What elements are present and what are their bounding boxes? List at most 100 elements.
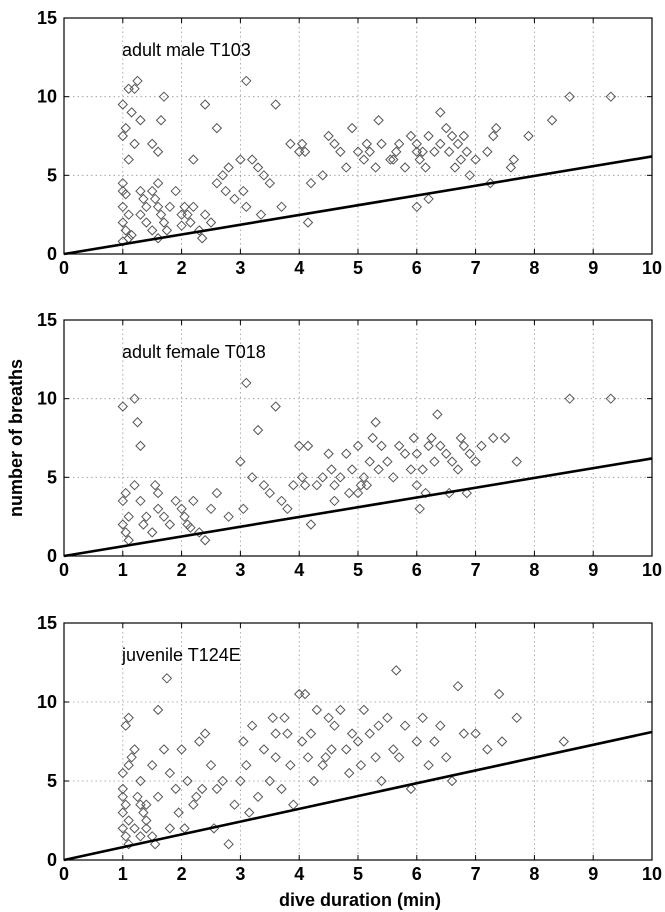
- data-point: [358, 154, 370, 165]
- data-point: [470, 154, 481, 165]
- data-point: [405, 464, 417, 475]
- data-point: [317, 170, 328, 181]
- data-point: [182, 775, 193, 787]
- data-point: [335, 704, 346, 716]
- data-point: [335, 472, 346, 483]
- data-point: [117, 495, 129, 507]
- data-point: [399, 162, 411, 173]
- data-point: [117, 177, 129, 189]
- data-point: [458, 130, 470, 142]
- data-point: [126, 752, 137, 763]
- data-point: [411, 448, 423, 459]
- data-point: [423, 130, 434, 142]
- data-point: [252, 162, 264, 173]
- data-point: [194, 736, 205, 747]
- data-point: [335, 146, 346, 157]
- data-point: [452, 138, 464, 150]
- data-point: [458, 440, 470, 452]
- data-point: [411, 201, 423, 213]
- data-point: [326, 744, 337, 755]
- data-point: [370, 752, 381, 763]
- data-point: [129, 393, 140, 404]
- data-point: [164, 767, 176, 779]
- x-tick-label: 4: [294, 258, 304, 278]
- reference-line: [63, 457, 653, 558]
- data-point: [135, 831, 146, 842]
- y-tick-label: 10: [37, 87, 57, 107]
- data-point: [152, 146, 164, 157]
- data-point: [129, 83, 140, 95]
- data-point: [276, 201, 287, 213]
- data-point: [267, 712, 278, 724]
- data-point: [411, 138, 423, 150]
- data-point: [123, 154, 134, 165]
- data-point: [476, 440, 487, 452]
- y-tick-label: 0: [47, 546, 57, 566]
- data-point: [311, 704, 323, 716]
- data-point: [117, 130, 129, 142]
- data-point: [352, 487, 364, 499]
- data-point: [558, 736, 570, 747]
- data-point: [238, 736, 249, 747]
- data-point: [446, 130, 458, 142]
- data-point: [223, 838, 234, 850]
- data-point: [285, 759, 296, 771]
- data-point: [120, 799, 131, 810]
- x-tick-label: 5: [353, 864, 363, 884]
- data-point: [440, 122, 452, 134]
- data-point: [490, 122, 502, 134]
- data-point: [282, 503, 293, 515]
- data-point: [393, 138, 405, 150]
- y-tick-label: 5: [47, 771, 57, 791]
- data-point: [414, 503, 425, 515]
- data-point: [373, 720, 384, 731]
- data-point: [141, 217, 152, 228]
- data-point: [120, 122, 131, 134]
- panel-title: adult male T103: [122, 40, 251, 60]
- data-point: [323, 448, 334, 459]
- data-point: [252, 424, 264, 436]
- data-point: [329, 720, 340, 731]
- x-tick-label: 0: [59, 864, 69, 884]
- data-point: [346, 122, 358, 134]
- data-point: [423, 759, 434, 771]
- x-tick-label: 9: [588, 258, 598, 278]
- data-point: [152, 201, 164, 213]
- data-point: [305, 177, 317, 189]
- data-point: [361, 479, 373, 491]
- y-tick-label: 5: [47, 467, 57, 487]
- data-point: [323, 712, 334, 724]
- data-point: [152, 791, 164, 803]
- data-point: [138, 519, 149, 530]
- data-point: [188, 495, 199, 507]
- data-point: [420, 162, 431, 173]
- data-point: [117, 401, 129, 412]
- data-point: [141, 815, 152, 826]
- data-point: [388, 472, 399, 483]
- x-tick-label: 4: [294, 560, 304, 580]
- y-tick-label: 0: [47, 850, 57, 870]
- data-point: [411, 146, 423, 157]
- y-tick-label: 15: [37, 8, 57, 28]
- data-point: [117, 823, 129, 834]
- data-point: [229, 193, 240, 205]
- data-point: [117, 99, 129, 110]
- data-point: [364, 728, 375, 739]
- data-point: [276, 783, 287, 795]
- data-point: [388, 154, 399, 165]
- data-point: [141, 799, 152, 810]
- data-point: [270, 401, 281, 412]
- data-point: [258, 479, 270, 491]
- data-point: [285, 138, 296, 150]
- data-point: [346, 728, 358, 739]
- data-point: [117, 201, 129, 213]
- data-point: [399, 720, 411, 731]
- data-point: [117, 236, 129, 247]
- data-point: [343, 767, 355, 779]
- data-point: [129, 479, 140, 491]
- data-point: [358, 704, 370, 716]
- x-tick-label: 2: [177, 864, 187, 884]
- data-point: [482, 744, 493, 755]
- data-point: [220, 185, 231, 197]
- data-point: [194, 527, 205, 538]
